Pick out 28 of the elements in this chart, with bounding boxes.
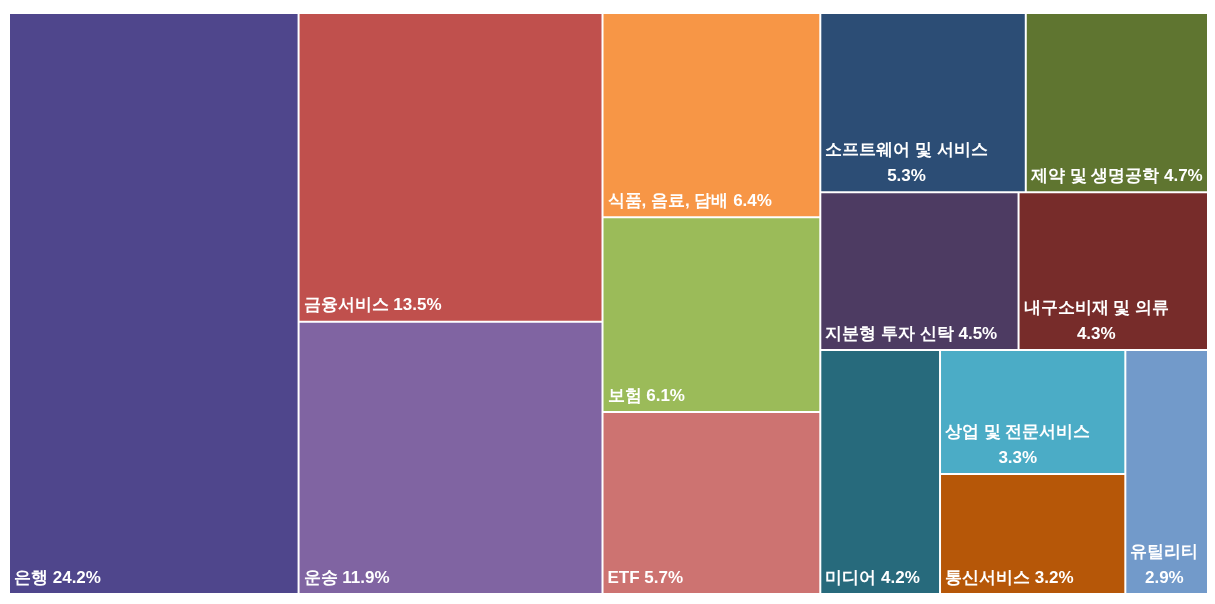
data-label: 4.5% — [958, 323, 998, 343]
category-label: 소프트웨어 및 서비스 — [825, 140, 988, 160]
category-label: 운송 — [303, 567, 338, 587]
data-label: 4.3% — [1076, 323, 1116, 343]
data-label: 3.3% — [998, 447, 1038, 467]
data-label: 6.4% — [733, 191, 772, 210]
data-label: 13.5% — [393, 295, 442, 315]
category-label: 상업 및 전문서비스 — [945, 421, 1091, 441]
category-label: 식품, 음료, 담배 — [607, 191, 729, 210]
data-label: 5.3% — [887, 166, 926, 186]
data-label: 2.9% — [1144, 567, 1184, 587]
category-label: 내구소비재 및 의류 — [1023, 297, 1170, 317]
data-label: 24.2% — [52, 567, 101, 587]
category-label: 유틸리티 — [1130, 541, 1199, 561]
category-label: 제약 및 생명공학 — [1029, 166, 1160, 186]
category-label: 은행 — [14, 567, 48, 587]
category-label: ETF — [607, 567, 640, 587]
category-label: 보험 — [607, 385, 642, 405]
category-label: 미디어 — [825, 567, 877, 587]
category-label: 금융서비스 — [303, 295, 389, 315]
category-label: 지분형 투자 신탁 — [825, 323, 954, 343]
data-label: 6.1% — [646, 385, 685, 405]
category-label: 통신서비스 — [945, 567, 1031, 587]
data-label: 3.2% — [1034, 567, 1074, 587]
data-label: 11.9% — [342, 567, 390, 587]
data-label: 5.7% — [644, 567, 684, 587]
data-label: 4.2% — [881, 567, 920, 587]
data-label: 4.7% — [1163, 166, 1203, 186]
